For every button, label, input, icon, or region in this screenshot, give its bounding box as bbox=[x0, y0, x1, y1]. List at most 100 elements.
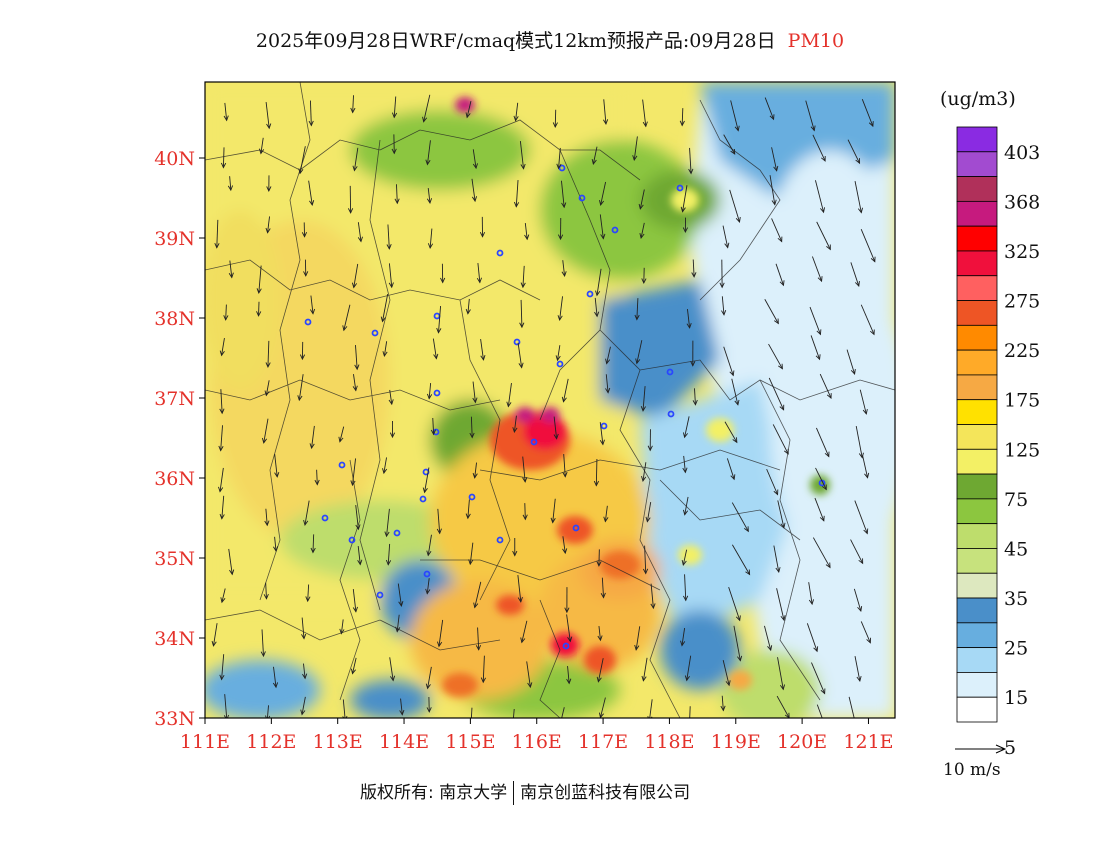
wind-arrow-head bbox=[645, 516, 651, 523]
wind-arrow bbox=[309, 100, 312, 126]
wind-arrow-head bbox=[223, 115, 229, 122]
wind-arrow-head bbox=[469, 724, 473, 729]
wind-arrow-head bbox=[868, 121, 874, 128]
wind-arrow bbox=[263, 418, 269, 443]
wind-arrow-head bbox=[682, 227, 688, 234]
wind-arrow-head bbox=[634, 314, 640, 321]
wind-arrow bbox=[216, 219, 219, 248]
wind-arrow-head bbox=[692, 399, 698, 406]
wind-arrow bbox=[301, 696, 306, 715]
wind-arrow bbox=[595, 458, 598, 486]
wind-arrow bbox=[522, 456, 526, 482]
wind-arrow-head bbox=[635, 358, 641, 365]
wind-arrow bbox=[816, 704, 823, 718]
wind-arrow bbox=[311, 425, 315, 449]
wind-arrow bbox=[467, 298, 470, 314]
wind-arrow bbox=[515, 102, 519, 121]
wind-arrow bbox=[777, 657, 784, 690]
wind-arrow bbox=[477, 627, 480, 650]
wind-arrow-head bbox=[422, 487, 428, 494]
lon-label: 117E bbox=[578, 731, 628, 753]
wind-arrow bbox=[562, 260, 566, 277]
wind-arrow-head bbox=[642, 568, 649, 575]
wind-arrow-head bbox=[555, 355, 561, 362]
wind-arrow-head bbox=[350, 480, 356, 487]
lon-label: 119E bbox=[711, 731, 761, 753]
wind-arrow-head bbox=[399, 709, 405, 716]
legend-swatch bbox=[956, 374, 998, 401]
wind-arrow bbox=[642, 657, 648, 681]
wind-arrow bbox=[355, 345, 358, 370]
wind-arrow-head bbox=[480, 677, 487, 684]
wind-arrow bbox=[382, 293, 389, 322]
wind-arrow-head bbox=[775, 567, 781, 574]
wind-arrow bbox=[773, 545, 780, 573]
wind-arrow-head bbox=[436, 528, 442, 535]
wind-arrow bbox=[764, 97, 775, 120]
wind-arrow bbox=[308, 180, 313, 206]
legend-swatch bbox=[956, 225, 998, 252]
wind-arrow bbox=[298, 374, 304, 401]
wind-arrow-head bbox=[425, 588, 431, 595]
wind-arrow bbox=[731, 502, 749, 532]
wind-arrow bbox=[310, 295, 314, 314]
wind-arrow-head bbox=[389, 675, 396, 682]
wind-arrow bbox=[605, 374, 609, 393]
wind-reference-label: 10 m/s bbox=[943, 760, 1001, 780]
wind-arrow-head bbox=[813, 646, 819, 653]
wind-arrow bbox=[301, 617, 305, 639]
wind-arrow-head bbox=[314, 479, 320, 486]
wind-arrow-head bbox=[735, 615, 741, 622]
lon-label: 112E bbox=[246, 731, 296, 753]
legend-swatch bbox=[956, 250, 998, 277]
wind-arrow-head bbox=[769, 114, 775, 121]
wind-arrow bbox=[220, 389, 223, 414]
wind-arrow-head bbox=[513, 115, 519, 122]
wind-arrow bbox=[689, 706, 691, 718]
wind-arrow bbox=[640, 222, 645, 239]
wind-arrow bbox=[213, 623, 218, 646]
wind-arrow bbox=[603, 99, 607, 125]
admin-boundaries bbox=[205, 82, 895, 718]
wind-arrow-head bbox=[388, 399, 394, 406]
wind-arrow-head bbox=[687, 723, 691, 728]
wind-arrow-head bbox=[719, 282, 725, 289]
wind-arrow-head bbox=[258, 148, 265, 155]
wind-arrow-head bbox=[552, 122, 558, 129]
wind-arrow bbox=[265, 380, 270, 396]
lon-axis: 111E 112E 113E 114E 115E 116E 117E 118E 119E 120E… bbox=[180, 718, 894, 753]
lon-label: 116E bbox=[512, 731, 562, 753]
legend-swatch bbox=[956, 523, 998, 549]
wind-arrow-head bbox=[218, 445, 224, 452]
chart-title: 2025年09月28日WRF/cmaq模式12km预报产品:09月28日 PM10 bbox=[0, 26, 1100, 53]
wind-arrow-head bbox=[301, 633, 307, 640]
wind-arrow-head bbox=[352, 606, 358, 613]
wind-arrow bbox=[352, 657, 357, 674]
wind-arrow-head bbox=[679, 120, 685, 127]
wind-arrow-head bbox=[724, 242, 730, 249]
wind-arrow-head bbox=[352, 165, 358, 172]
wind-arrow-head bbox=[309, 443, 315, 450]
wind-arrow-head bbox=[550, 517, 556, 524]
wind-arrow bbox=[721, 296, 725, 315]
wind-arrow bbox=[352, 95, 354, 113]
wind-arrow-head bbox=[384, 531, 390, 538]
wind-arrow bbox=[860, 228, 876, 262]
wind-arrow bbox=[467, 499, 470, 519]
wind-arrow bbox=[267, 340, 270, 368]
legend-swatch bbox=[956, 672, 998, 698]
wind-arrow-head bbox=[506, 401, 512, 408]
wind-arrow-head bbox=[220, 597, 226, 604]
product-label: PM10 bbox=[787, 30, 845, 52]
wind-arrow-head bbox=[354, 364, 360, 371]
wind-arrow bbox=[847, 139, 860, 164]
legend-swatch bbox=[956, 597, 998, 624]
wind-arrow bbox=[316, 469, 318, 485]
wind-arrow bbox=[722, 225, 729, 248]
wind-arrow bbox=[812, 537, 831, 568]
lat-label: 37N bbox=[154, 388, 195, 410]
wind-arrow-head bbox=[594, 311, 600, 318]
wind-arrow bbox=[469, 542, 474, 565]
legend-label: 175 bbox=[1004, 390, 1040, 412]
legend-label: 5 bbox=[1004, 737, 1016, 759]
